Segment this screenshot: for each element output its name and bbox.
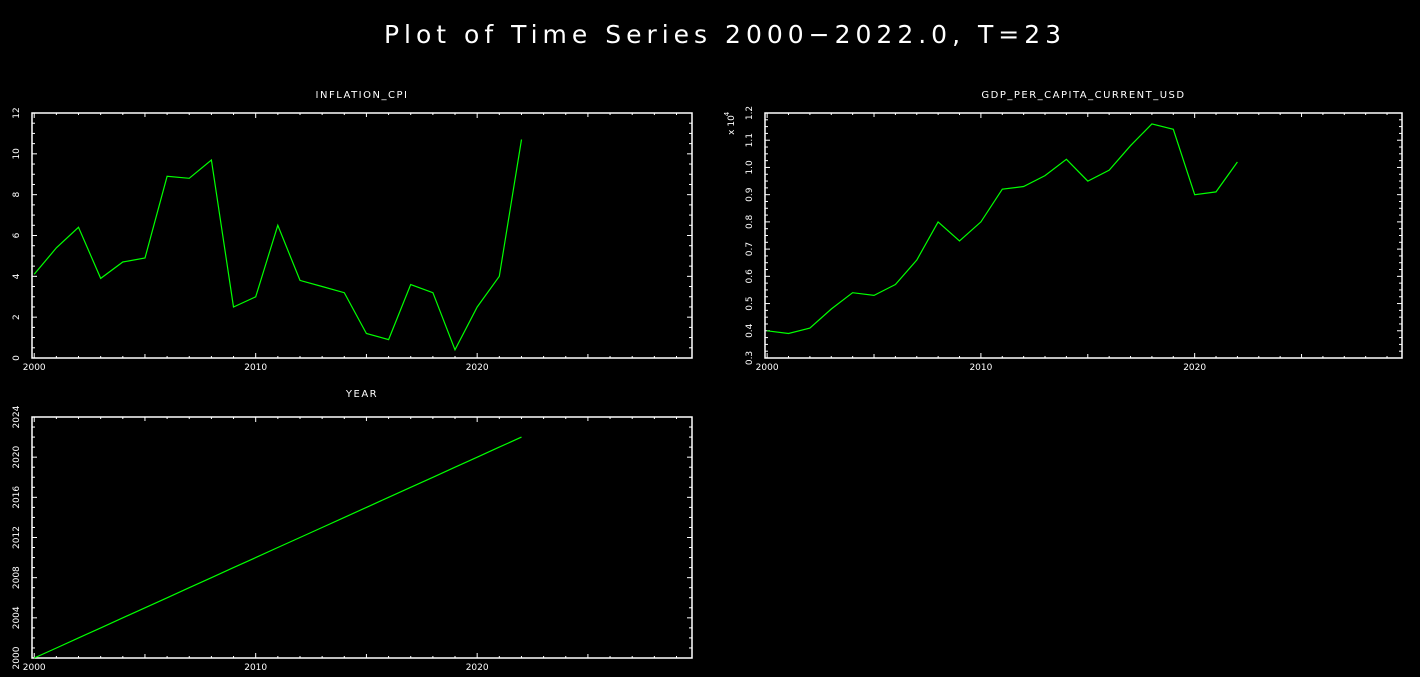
- x-tick-label: 2000: [23, 363, 46, 373]
- y-tick-label: 10: [12, 148, 22, 160]
- chart-title: GDP_PER_CAPITA_CURRENT_USD: [981, 90, 1185, 101]
- x-tick-label: 2000: [756, 363, 779, 373]
- y-tick-label: 2020: [12, 445, 22, 468]
- y-tick-label: 0.9: [745, 187, 755, 202]
- y-tick-label: 0.5: [745, 296, 755, 310]
- x-tick-label: 2020: [466, 363, 489, 373]
- y-tick-label: 12: [12, 107, 22, 118]
- chart-title: YEAR: [345, 389, 378, 400]
- x-tick-label: 2020: [466, 663, 489, 673]
- plot-frame: [31, 416, 693, 659]
- chart-title: INFLATION_CPI: [316, 90, 409, 101]
- y-tick-label: 1.0: [745, 160, 755, 175]
- y-multiplier-label: x 10: [727, 115, 737, 135]
- y-tick-label: 0.7: [745, 242, 755, 256]
- chart-inflation-cpi: INFLATION_CPI 0 2 4 6 8 10 12 2000 2010 2020: [12, 90, 693, 373]
- x-tick-label: 2010: [969, 363, 992, 373]
- x-tick-label: 2010: [244, 663, 267, 673]
- series-line: [33, 139, 523, 352]
- x-tick-label: 2000: [23, 663, 46, 673]
- y-tick-label: 0.3: [745, 351, 755, 365]
- y-tick-label: 6: [12, 232, 22, 238]
- y-multiplier-exponent: 4: [723, 111, 731, 116]
- y-tick-label: 2012: [12, 526, 22, 549]
- y-tick-label: 1.2: [745, 106, 755, 120]
- chart-gdp-per-capita: GDP_PER_CAPITA_CURRENT_USD 0.3 0.4 0.5 0.6 0.…: [723, 90, 1403, 373]
- y-tick-label: 2000: [12, 646, 22, 669]
- series-line: [767, 123, 1238, 335]
- y-tick-label: 8: [12, 192, 22, 198]
- y-tick-label: 2024: [12, 405, 22, 428]
- y-tick-label: 2004: [12, 606, 22, 629]
- y-tick-label: 2008: [12, 566, 22, 589]
- y-tick-label: 2: [12, 314, 22, 320]
- y-tick-label: 0: [12, 355, 22, 361]
- plot-frame: [31, 112, 693, 359]
- y-tick-label: 4: [12, 273, 22, 279]
- x-tick-label: 2010: [244, 363, 267, 373]
- chart-year: YEAR 2000 2004 2008 2012 2016 2020 2024 2000 2010…: [12, 389, 693, 673]
- y-tick-label: 1.1: [745, 133, 755, 147]
- plot-frame: [764, 112, 1403, 359]
- main-title: Plot of Time Series 2000−2022.0, T=23: [383, 20, 1067, 49]
- x-tick-label: 2020: [1183, 363, 1206, 373]
- y-tick-label: 0.8: [745, 214, 755, 229]
- y-tick-label: 0.4: [745, 323, 755, 338]
- series-line: [33, 436, 522, 659]
- y-tick-label: 2016: [12, 486, 22, 509]
- y-tick-label: 0.6: [745, 269, 755, 284]
